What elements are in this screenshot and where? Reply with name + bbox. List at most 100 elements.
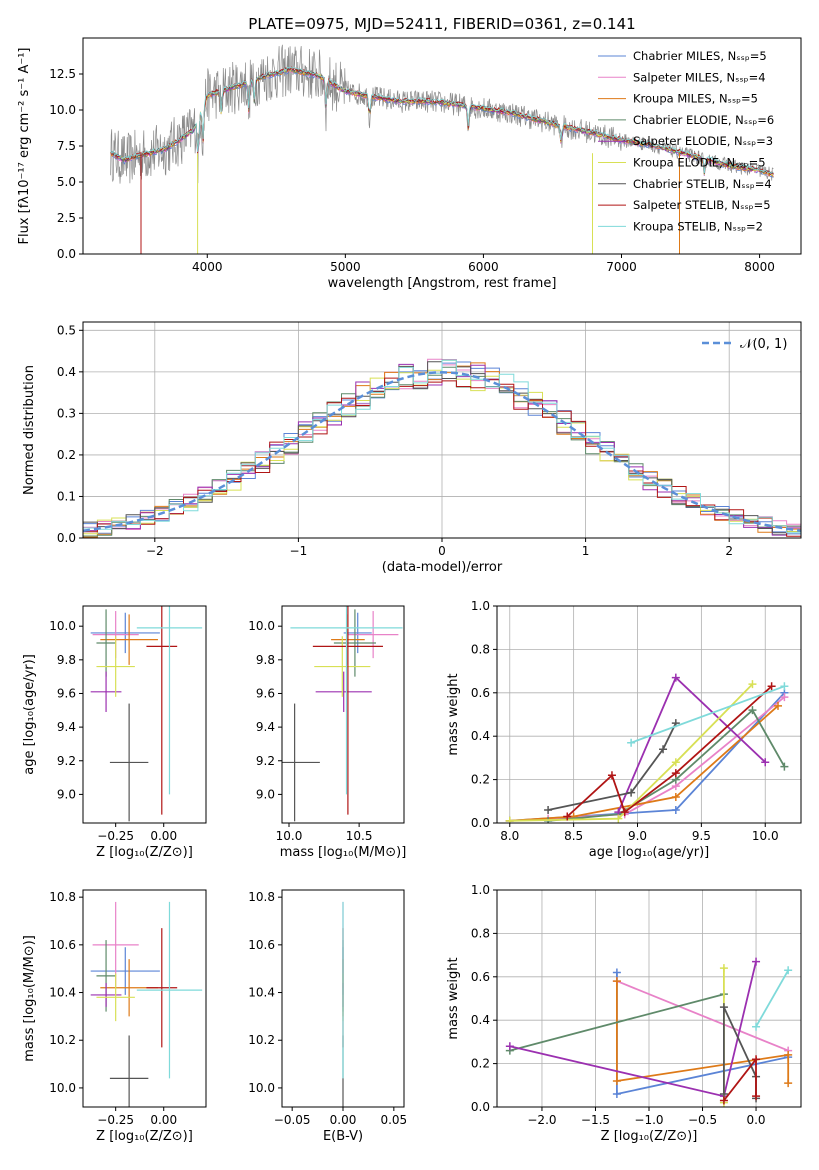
mass-weight-marker [748,680,757,689]
y-tick-label: 10.6 [248,938,275,952]
mass-weight-line [630,685,785,744]
mass-weight-marker [784,1079,793,1088]
y-tick-label: 9.8 [256,653,275,667]
mass-weight-marker [671,673,680,682]
x-tick-label: −0.5 [688,1113,717,1127]
x-tick-label: 0.00 [150,829,177,843]
spectrum-panel: 4000 5000 6000 7000 8000 0.0 2.5 5.0 7.5 10.0 12.5… [17,37,802,291]
mass-weight-marker [774,701,783,710]
figure-title: PLATE=0975, MJD=52411, FIBERID=0361, z=0… [248,15,635,33]
x-tick-label: 10.5 [346,829,373,843]
y-tick-label: 0.0 [57,247,76,261]
x-tick-label: 0 [438,544,446,558]
x-tick-label: −2 [146,544,164,558]
x-tick-label: −1.0 [634,1113,663,1127]
y-tick-label: 9.6 [57,686,76,700]
y-tick-label: 10.4 [49,986,76,1000]
mass-weight-marker [544,805,553,814]
y-tick-label: 1.0 [471,599,490,613]
x-tick-label: −0.25 [97,829,134,843]
mass-weight-marker [784,1050,793,1059]
mass-weight-line [755,969,789,1028]
mass-weight-marker [767,682,776,691]
mass-weight-marker [612,968,621,977]
mass-weight-marker [614,814,623,823]
y-tick-label: 10.2 [248,1033,275,1047]
mass-weight-marker [671,769,680,778]
legend-entry: Chabrier ELODIE, Nₛₛₚ=6 [633,113,774,127]
y-tick-label: 0.0 [57,531,76,545]
axes-frame [496,605,802,824]
mass-weight-marker [748,706,757,715]
x-tick-label: 8000 [744,260,775,274]
x-tick-label: 0.05 [380,1113,407,1127]
mass-weight-marker [620,808,629,817]
y-tick-label: 12.5 [49,67,76,81]
y-tick-label: 5.0 [57,175,76,189]
y-axis-label: Normed distribution [22,365,37,495]
x-tick-label: −1 [290,544,308,558]
x-tick-label: 4000 [192,260,223,274]
plot-area [83,358,801,538]
x-tick-label: 8.5 [564,829,583,843]
age-vs-metallicity-panel: −0.25 0.00 9.0 9.2 9.4 9.6 9.8 10.0 Z [log₁₀(Z/Z… [22,605,207,860]
y-tick-label: 10.0 [248,1081,275,1095]
x-axis-label: mass [log₁₀(M/M⊙)] [280,845,407,860]
legend-entry: Chabrier MILES, Nₛₛₚ=5 [633,49,767,63]
mass-weight-marker [627,738,636,747]
x-tick-label: 9.5 [692,829,711,843]
x-tick-label: 5000 [330,260,361,274]
mass-weight-vs-metallicity-panel: −2.0 −1.5 −1.0 −0.5 0.0 0.0 0.2 0.4 0.6 0.8 1.0 Z [… [446,883,802,1144]
residual-histogram [83,377,801,537]
mass-weight-marker [719,964,728,973]
mass-weight-line [547,722,677,811]
y-tick-label: 0.2 [471,1057,490,1071]
y-tick-label: 9.4 [256,720,275,734]
y-tick-label: 9.0 [256,787,275,801]
mass-weight-marker [780,682,789,691]
mass-weight-marker [719,1003,728,1012]
y-tick-label: 10.8 [248,890,275,904]
mass-weight-marker [627,788,636,797]
mass-weight-line [723,1006,757,1099]
mass-weight-marker [752,957,761,966]
mass-weight-marker [761,758,770,767]
x-tick-label: −0.05 [274,1113,311,1127]
spectrum-legend: Chabrier MILES, Nₛₛₚ=5 Salpeter MILES, Nₛ… [598,49,774,233]
y-axis-label: age [log₁₀(age/yr)] [22,654,37,775]
mass-weight-marker [780,693,789,702]
y-tick-label: 0.8 [471,642,490,656]
x-tick-label: 1 [582,544,590,558]
mass-weight-marker [671,792,680,801]
y-tick-label: 0.4 [471,1013,490,1027]
legend-entry: Kroupa MILES, Nₛₛₚ=5 [633,92,758,106]
x-tick-label: −2.0 [527,1113,556,1127]
y-tick-label: 10.8 [49,890,76,904]
legend-entry: Salpeter STELIB, Nₛₛₚ=5 [633,198,771,212]
legend-entry: 𝒩(0, 1) [740,337,787,352]
mass-weight-marker [719,1096,728,1105]
x-axis-label: Z [log₁₀(Z/Z⊙)] [96,845,193,860]
y-tick-label: 9.2 [57,754,76,768]
legend-entry: Salpeter ELODIE, Nₛₛₚ=3 [633,134,773,148]
y-tick-label: 10.2 [49,1033,76,1047]
y-axis-label: mass [log₁₀(M/M⊙)] [22,935,37,1062]
age-vs-mass-panel: 10.0 10.5 9.0 9.2 9.4 9.6 9.8 10.0 mass [log₁₀(M… [248,605,407,860]
mass-weight-line [616,980,789,1052]
x-axis-label: Z [log₁₀(Z/Z⊙)] [96,1129,193,1144]
mass-weight-marker [752,1022,761,1031]
x-tick-label: 0.0 [746,1113,765,1127]
y-tick-label: 10.4 [248,986,275,1000]
y-tick-label: 0.0 [471,816,490,830]
mass-weight-marker [505,1042,514,1051]
x-tick-label: 9.0 [628,829,647,843]
mass-weight-marker [671,758,680,767]
normal-curve [83,371,801,532]
y-axis-label: mass weight [446,957,461,1039]
y-tick-label: 0.8 [471,926,490,940]
mass-weight-line [616,981,790,1084]
plot-area [90,901,203,1107]
mass-weight-marker [563,812,572,821]
y-tick-label: 0.0 [471,1100,490,1114]
